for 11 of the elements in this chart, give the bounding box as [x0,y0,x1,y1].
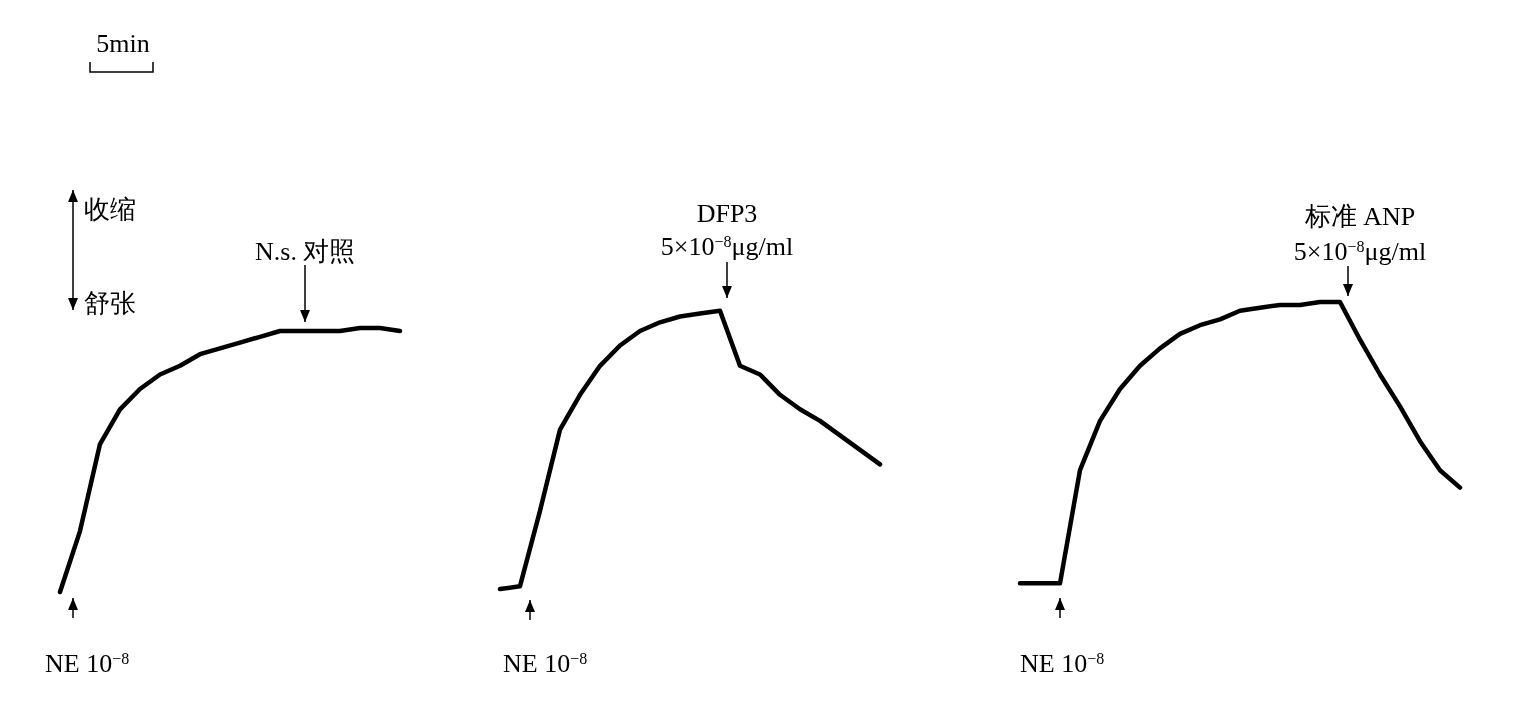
text: DFP3 [696,199,758,228]
text: 收缩 [84,195,136,224]
text: N.s. 对照 [255,237,356,266]
text: NE 10$^{−8}$ [503,649,588,678]
text: 5×10$^{−8}$μg/ml [660,232,794,261]
text: 5×10$^{−8}$μg/ml [1293,237,1427,266]
text: NE 10$^{−8}$ [45,649,130,678]
text: NE 10$^{−8}$ [1020,649,1105,678]
annotation: 舒张 [84,289,136,318]
text: 5min [96,29,150,58]
text: 标准 ANP [1303,202,1416,231]
